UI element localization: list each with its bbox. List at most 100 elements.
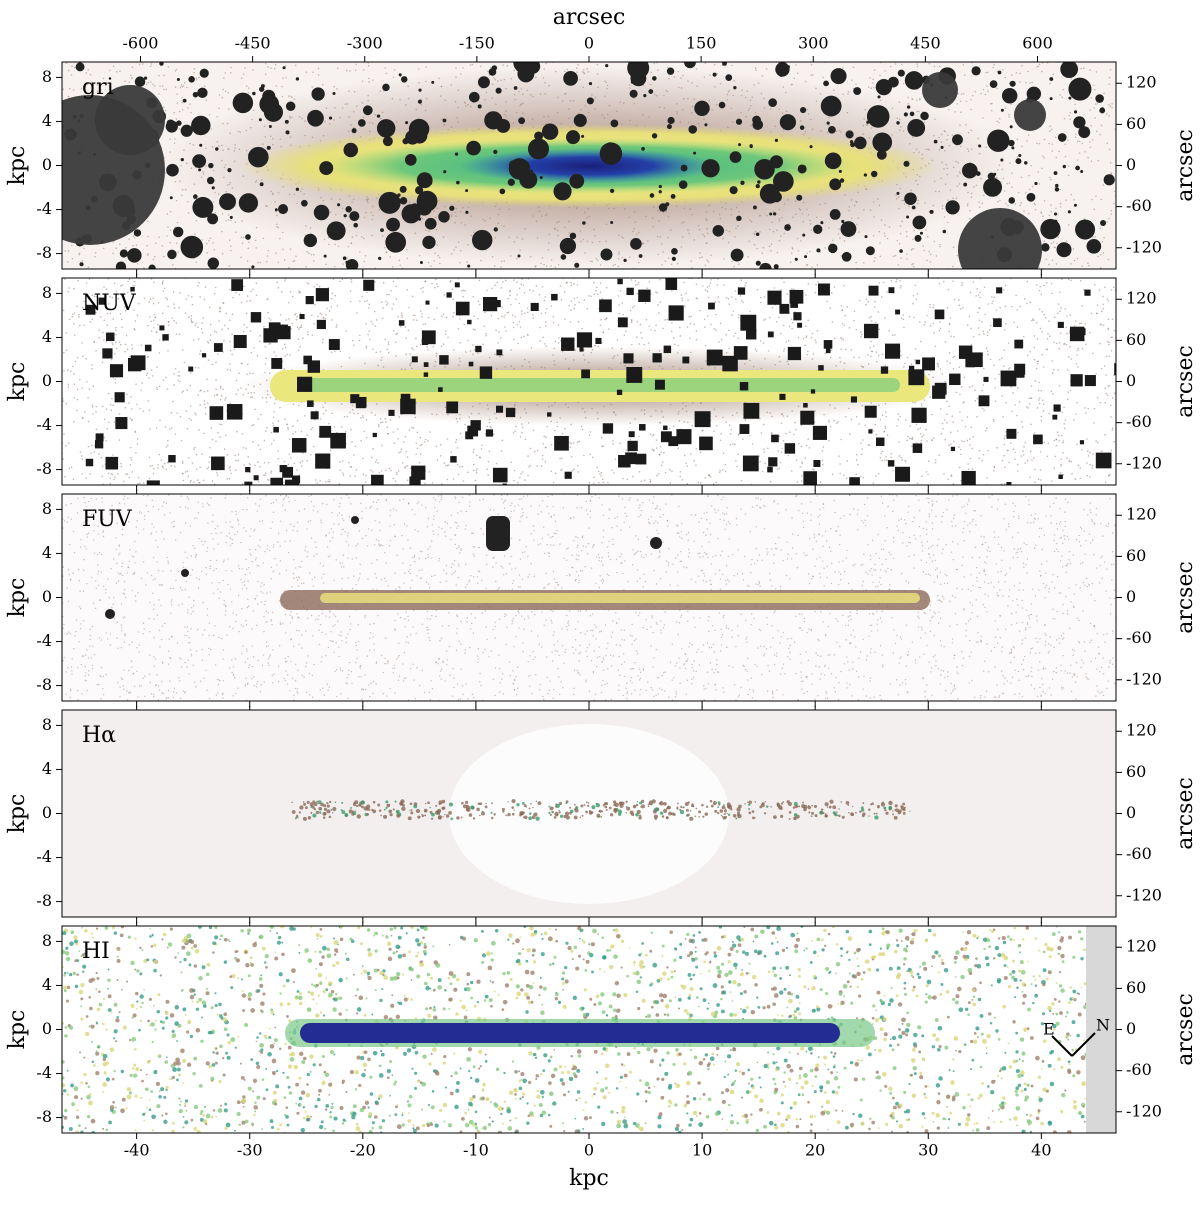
noise [285,347,287,349]
noise [395,341,397,343]
noise [921,475,923,477]
noise [154,85,156,87]
noise [95,350,97,352]
noise [769,317,771,319]
noise [330,450,332,452]
noise [1070,263,1072,265]
noise [115,342,117,344]
mask [864,173,867,176]
mask [733,86,736,89]
noise [826,301,828,303]
noise [570,282,572,284]
noise [399,265,401,267]
noise [811,64,813,66]
noise [744,285,746,287]
noise [1057,236,1059,238]
noise [481,448,483,450]
noise [986,85,988,87]
noise [1031,82,1033,84]
noise [1019,401,1021,403]
noise [390,290,392,292]
mask [343,256,347,260]
noise [124,407,126,409]
noise [331,298,333,300]
noise [395,480,397,482]
noise [981,460,983,462]
noise [486,468,488,470]
mask [990,80,998,88]
noise [1034,335,1036,337]
noise [121,466,123,468]
noise [1107,385,1109,387]
noise [970,427,972,429]
mask [828,126,836,134]
mask [260,182,264,186]
noise [1068,224,1070,226]
noise [485,335,487,337]
noise [217,353,219,355]
noise [545,321,547,323]
noise [578,471,580,473]
noise [167,226,169,228]
noise [199,390,201,392]
noise [254,409,256,411]
mask [652,76,657,81]
noise [191,296,193,298]
y2-tick-label: -60 [1126,196,1152,215]
x2-tick-label: 450 [910,34,941,53]
noise [509,291,511,293]
noise [194,412,196,414]
noise [660,446,662,448]
noise [1073,419,1075,421]
noise [798,443,800,445]
noise [388,433,390,435]
noise [921,436,923,438]
noise [601,437,603,439]
noise [318,68,320,70]
noise [884,70,886,72]
noise [868,86,870,88]
noise [306,434,308,436]
noise [434,319,436,321]
noise [378,472,380,474]
mask [358,119,366,127]
noise [359,340,361,342]
mask [401,76,407,82]
noise [934,241,936,243]
noise [1005,306,1007,308]
noise [95,252,97,254]
noise [901,64,903,66]
noise [839,473,841,475]
mask [780,114,796,130]
noise [176,412,178,414]
noise [227,454,229,456]
noise [91,318,93,320]
mask [227,168,231,172]
noise [1040,286,1042,288]
noise [959,467,961,469]
mask [386,218,400,232]
noise [227,369,229,371]
noise [970,344,972,346]
noise [275,252,277,254]
noise [831,349,833,351]
noise [243,286,245,288]
noise [568,305,570,307]
noise [944,439,946,441]
noise [655,291,657,293]
noise [653,434,655,436]
mask [978,144,981,147]
mask [694,101,709,116]
noise [507,298,509,300]
noise [392,431,394,433]
noise [196,77,198,79]
noise [203,432,205,434]
noise [658,312,660,314]
noise [87,69,89,71]
noise [478,300,480,302]
noise [532,317,534,319]
noise [177,251,179,253]
noise [670,482,672,484]
noise [112,344,114,346]
noise [1069,461,1071,463]
